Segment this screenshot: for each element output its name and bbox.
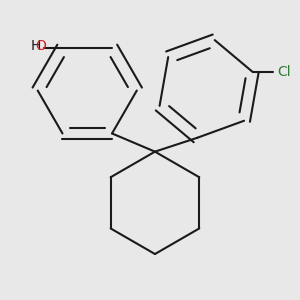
Text: O: O: [35, 39, 46, 53]
Text: H: H: [31, 39, 41, 53]
Text: Cl: Cl: [278, 65, 291, 79]
